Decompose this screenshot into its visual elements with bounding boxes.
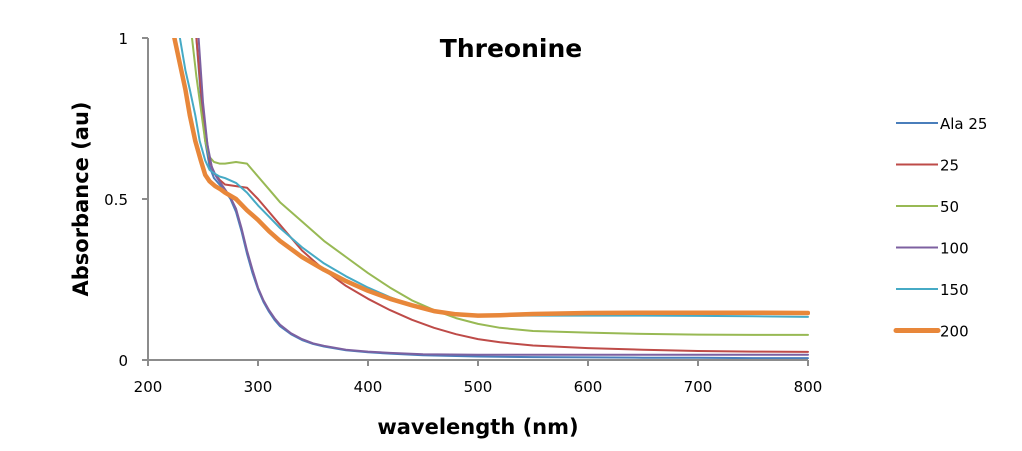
legend-item: 100 <box>896 240 969 258</box>
x-axis-title: wavelength (nm) <box>377 415 578 439</box>
series-line-200 <box>172 38 810 318</box>
y-ticks: 00.51 <box>104 30 148 370</box>
plot-lines <box>172 38 810 360</box>
legend-item: 200 <box>893 323 969 341</box>
y-tick-label: 0.5 <box>104 191 128 209</box>
legend-item: 50 <box>896 198 959 216</box>
series-line-25 <box>195 38 809 353</box>
legend-item: Ala 25 <box>896 115 987 133</box>
chart-title: Threonine <box>440 34 582 63</box>
legend-label: 50 <box>940 198 959 216</box>
x-tick-label: 400 <box>354 378 383 396</box>
y-tick-label: 1 <box>118 30 128 48</box>
legend-label: Ala 25 <box>940 115 987 133</box>
legend: Ala 25 25 50 100 150 200 <box>893 115 987 341</box>
x-tick-label: 700 <box>684 378 713 396</box>
x-ticks: 200 300 400 500 600 700 800 <box>134 360 823 396</box>
legend-label: 100 <box>940 240 969 258</box>
x-tick-label: 600 <box>574 378 603 396</box>
x-tick-label: 300 <box>244 378 273 396</box>
x-tick-label: 800 <box>794 378 823 396</box>
legend-label: 150 <box>940 281 969 299</box>
y-axis-title: Absorbance (au) <box>69 101 93 296</box>
legend-item: 25 <box>896 157 959 175</box>
legend-label: 25 <box>940 157 959 175</box>
legend-label: 200 <box>940 323 969 341</box>
series-line-ala-25 <box>195 38 809 360</box>
x-tick-label: 500 <box>464 378 493 396</box>
series-line-100 <box>197 38 809 356</box>
y-tick-label: 0 <box>118 352 128 370</box>
legend-item: 150 <box>896 281 969 299</box>
x-tick-label: 200 <box>134 378 163 396</box>
